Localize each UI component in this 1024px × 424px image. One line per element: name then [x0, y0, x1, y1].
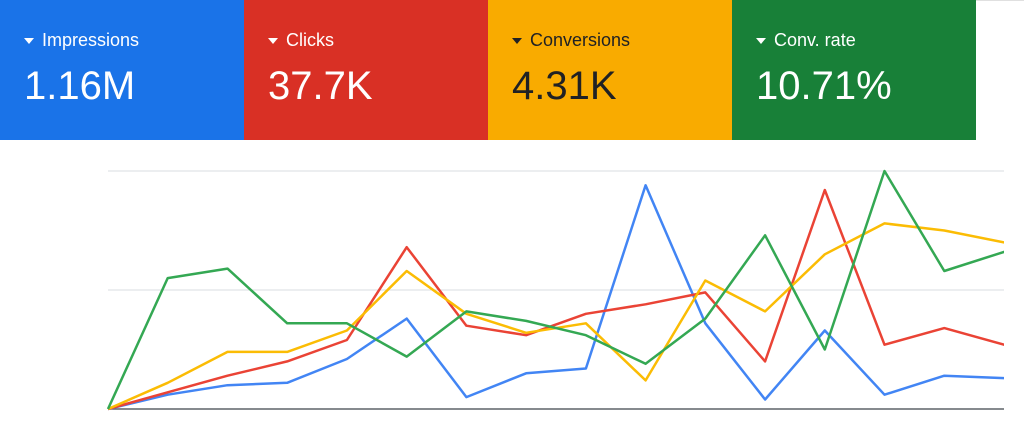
caret-down-icon: [756, 38, 766, 44]
metric-card-header: Conversions: [512, 28, 732, 52]
metric-value: 1.16M: [24, 64, 136, 108]
chart-grid: [108, 170, 1004, 410]
caret-down-icon: [512, 38, 522, 44]
metric-cards: Impressions 1.16M Clicks 37.7K Conversio…: [0, 0, 976, 140]
series-line-4: [106, 169, 1004, 410]
line-chart: [106, 169, 1004, 411]
metric-label: Impressions: [42, 29, 140, 50]
metric-label: Conv. rate: [774, 29, 856, 50]
series-line-2: [107, 188, 1004, 411]
metric-label: Conversions: [530, 29, 631, 50]
metric-value: 4.31K: [512, 64, 617, 108]
series-line-1: [107, 184, 1004, 411]
caret-down-icon: [268, 38, 278, 44]
top-divider: [976, 0, 1024, 1]
metric-card-impressions[interactable]: Impressions 1.16M: [0, 0, 244, 140]
metric-card-conv-rate[interactable]: Conv. rate 10.71%: [732, 0, 976, 140]
metric-label: Clicks: [286, 29, 334, 50]
metric-value: 37.7K: [268, 64, 373, 108]
metric-card-conversions[interactable]: Conversions 4.31K: [488, 0, 732, 140]
series-line-3: [107, 222, 1004, 411]
metric-card-header: Impressions: [24, 28, 244, 52]
chart-series: [106, 169, 1004, 411]
caret-down-icon: [24, 38, 34, 44]
metric-value: 10.71%: [756, 64, 892, 108]
metric-card-header: Clicks: [268, 28, 488, 52]
metric-card-header: Conv. rate: [756, 28, 976, 52]
metric-card-clicks[interactable]: Clicks 37.7K: [244, 0, 488, 140]
